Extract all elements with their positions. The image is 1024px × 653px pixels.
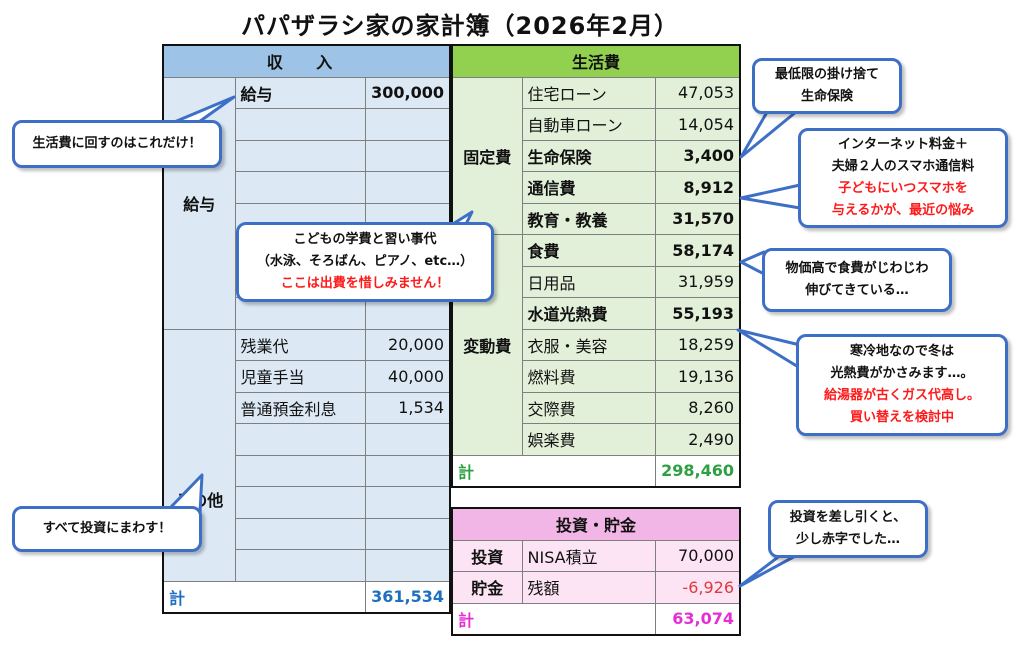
income-item-label (234, 171, 366, 204)
expense-item-label: 通信費 (521, 171, 656, 204)
phone-note-line: 夫婦２人のスマホ通信料 (831, 159, 975, 174)
insurance-note-line: 最低限の掛け捨て (774, 67, 879, 82)
expense-item-value: 55,193 (654, 297, 741, 330)
food-note-bubble: 物価高で食費がじわじわ 伸びてきている… (762, 248, 952, 312)
income-item-value (364, 454, 451, 487)
education-note-bubble: こどもの学費と習い事代 （水泳、そろばん、ピアノ、etc…） ここは出費を惜しみ… (236, 222, 494, 302)
invest-note-text: すべて投資にまわす！ (42, 521, 172, 536)
income-item-label (234, 423, 366, 456)
savings-item-label: 残額 (521, 571, 656, 604)
phone-note-line: 子どもにいつスマホを (838, 181, 968, 196)
expense-item-label: 交際費 (521, 391, 656, 424)
expense-item-label: 住宅ローン (521, 76, 656, 109)
phone-note-line: インターネット料金＋ (837, 137, 968, 152)
income-item-label (234, 549, 366, 582)
phone-note-tail (739, 183, 802, 210)
utility-note-bubble: 寒冷地なので冬は 光熱費がかさみます…。 給湯器が古くガス代高し。 買い替えを検… (796, 334, 1008, 436)
expense-item-label: 日用品 (521, 265, 656, 298)
expense-item-value: 8,260 (654, 391, 741, 424)
expense-item-value: 58,174 (654, 234, 741, 267)
living-total-value: 298,460 (654, 454, 741, 488)
income-item-value (364, 486, 451, 519)
expense-item-value: 47,053 (654, 76, 741, 109)
education-note-line: こどもの学費と習い事代 (293, 232, 437, 247)
expense-item-label: 衣服・美容 (521, 328, 656, 361)
income-item-label (234, 297, 366, 330)
invest-note-bubble: すべて投資にまわす！ (12, 506, 202, 552)
investment-total-label: 計 (451, 602, 656, 636)
utility-note-line: 寒冷地なので冬は (849, 344, 954, 359)
insurance-note-tail (739, 105, 804, 159)
income-item-value (364, 423, 451, 456)
income-total-value: 361,534 (364, 580, 451, 614)
income-item-value (364, 139, 451, 172)
investment-item-label: NISA積立 (521, 539, 656, 572)
utility-note-line: 給湯器が古くガス代高し。 (823, 388, 980, 403)
utility-note-line: 光熱費がかさみます…。 (830, 366, 974, 381)
expense-item-label: 娯楽費 (521, 423, 656, 456)
expense-item-value: 19,136 (654, 360, 741, 393)
income-item-value: 300,000 (364, 76, 451, 109)
investment-table: 投資・貯金 投資 NISA積立 70,000 貯金 残額 -6,926 計 63… (451, 507, 741, 636)
savings-group-label: 貯金 (451, 571, 523, 604)
income-item-value: 1,534 (364, 391, 451, 424)
insurance-note-line: 生命保険 (800, 89, 853, 104)
income-item-label: 普通預金利息 (234, 391, 366, 424)
living-header: 生活費 (451, 44, 741, 78)
living-total-label: 計 (451, 454, 656, 488)
food-note-line: 物価高で食費がじわじわ (785, 261, 929, 276)
salary-note-bubble: 生活費に回すのはこれだけ！ (12, 120, 222, 168)
insurance-note-bubble: 最低限の掛け捨て 生命保険 (752, 58, 902, 114)
expense-item-value: 18,259 (654, 328, 741, 361)
expense-item-value: 14,054 (654, 108, 741, 141)
utility-note-tail (736, 328, 802, 370)
phone-note-line: 与えるかが、最近の悩み (831, 203, 975, 218)
deficit-note-line: 少し赤字でした… (795, 532, 900, 547)
income-item-value: 40,000 (364, 360, 451, 393)
investment-total-value: 63,074 (654, 602, 741, 636)
expense-item-label: 自動車ローン (521, 108, 656, 141)
savings-item-value: -6,926 (654, 571, 741, 604)
investment-header: 投資・貯金 (451, 507, 741, 541)
salary-note-text: 生活費に回すのはこれだけ！ (32, 136, 202, 151)
income-item-value (364, 108, 451, 141)
food-note-line: 伸びてきている… (805, 283, 909, 298)
income-total-label: 計 (162, 580, 366, 614)
living-expenses-table: 生活費 固定費 住宅ローン 47,053 自動車ローン 14,054 生命保険 3,… (451, 44, 742, 488)
utility-note-line: 買い替えを検討中 (849, 410, 954, 425)
deficit-note-bubble: 投資を差し引くと、 少し赤字でした… (768, 500, 928, 558)
education-note-line: （水泳、そろばん、ピアノ、etc…） (256, 254, 474, 269)
income-item-value (364, 297, 451, 330)
income-item-label: 児童手当 (234, 360, 366, 393)
income-item-label: 給与 (234, 76, 366, 109)
income-item-value (364, 171, 451, 204)
income-header: 収 入 (162, 44, 451, 78)
phone-note-bubble: インターネット料金＋ 夫婦２人のスマホ通信料 子どもにいつスマホを 与えるかが、… (798, 128, 1008, 228)
income-item-value (364, 549, 451, 582)
income-item-value (364, 517, 451, 550)
income-item-label (234, 139, 366, 172)
income-item-value: 20,000 (364, 328, 451, 361)
expense-item-label: 燃料費 (521, 360, 656, 393)
deficit-note-line: 投資を差し引くと、 (789, 510, 907, 525)
education-note-line: ここは出費を惜しみません！ (280, 276, 450, 291)
expense-item-value: 3,400 (654, 139, 741, 172)
investment-group-label: 投資 (451, 539, 523, 572)
page-title: パパザラシ家の家計簿（2026年2月） (240, 12, 679, 40)
expense-item-value: 2,490 (654, 423, 741, 456)
expense-item-label: 生命保険 (521, 139, 656, 172)
investment-item-value: 70,000 (654, 539, 741, 572)
income-item-label (234, 454, 366, 487)
expense-item-label: 水道光熱費 (521, 297, 656, 330)
income-item-label: 残業代 (234, 328, 366, 361)
fixed-group-label: 固定費 (451, 76, 523, 235)
expense-item-value: 8,912 (654, 171, 741, 204)
food-note-tail (739, 250, 766, 276)
expense-item-value: 31,959 (654, 265, 741, 298)
income-item-label (234, 517, 366, 550)
